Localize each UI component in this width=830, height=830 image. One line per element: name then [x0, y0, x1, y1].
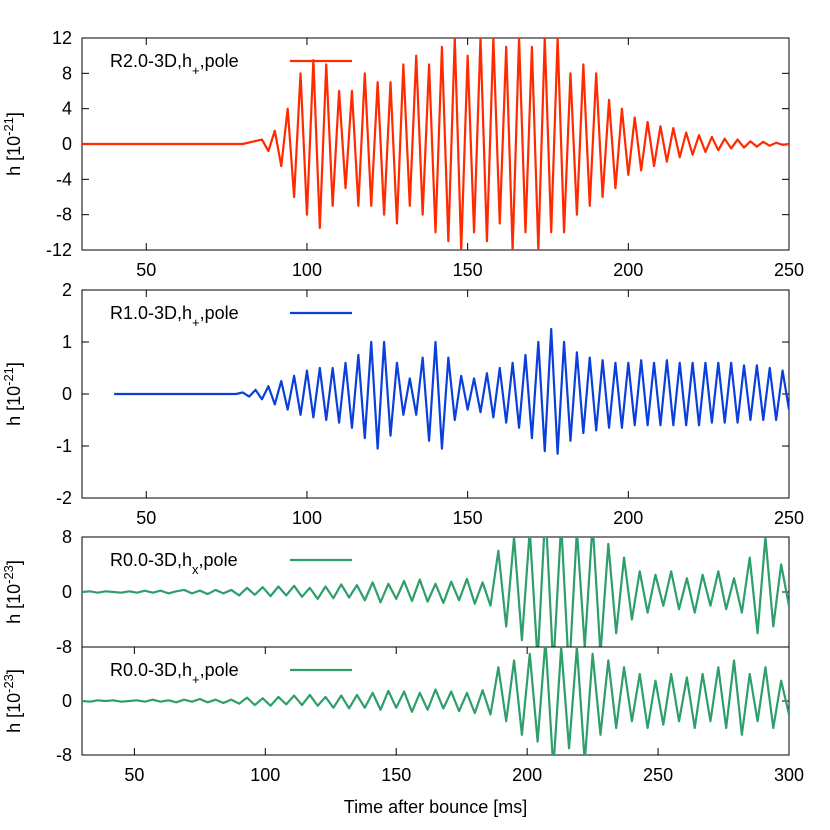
legend-text: R0.0-3D,h: [110, 660, 192, 680]
x-tick-label: 50: [124, 765, 144, 785]
x-tick-label: 100: [292, 508, 322, 528]
legend-text: ,pole: [200, 51, 239, 71]
legend-subscript: +: [192, 63, 200, 78]
y-tick-label: 8: [62, 527, 72, 547]
y-axis-label: h [10-21]: [1, 112, 25, 176]
y-tick-label: -2: [56, 488, 72, 508]
y-label-exponent: -21: [1, 367, 16, 386]
y-label-text: ]: [4, 560, 24, 565]
y-tick-label: 0: [62, 691, 72, 711]
y-label-text: ]: [4, 669, 24, 674]
legend-text: R2.0-3D,h: [110, 51, 192, 71]
x-tick-label: 250: [774, 260, 804, 280]
x-tick-label: 200: [512, 765, 542, 785]
legend-subscript: +: [192, 672, 200, 687]
legend-text: R0.0-3D,h: [110, 550, 192, 570]
x-tick-label: 150: [453, 260, 483, 280]
x-tick-label: 300: [774, 765, 804, 785]
y-label-text: h [10: [4, 584, 24, 624]
legend-subscript: x: [192, 562, 199, 577]
y-label-text: h [10: [4, 386, 24, 426]
y-tick-label: -8: [56, 637, 72, 657]
y-tick-label: 8: [62, 63, 72, 83]
legend-label: R1.0-3D,h+,pole: [110, 303, 239, 330]
x-tick-label: 250: [774, 508, 804, 528]
y-tick-label: -8: [56, 745, 72, 765]
y-axis-label: h [10-23]: [1, 560, 25, 624]
y-tick-label: 4: [62, 99, 72, 119]
y-axis-label: h [10-23]: [1, 669, 25, 733]
y-tick-label: -12: [46, 240, 72, 260]
legend-text: R1.0-3D,h: [110, 303, 192, 323]
y-tick-label: 1: [62, 332, 72, 352]
legend-text: ,pole: [200, 303, 239, 323]
x-axis-label: Time after bounce [ms]: [344, 797, 527, 817]
legend-text: ,pole: [200, 660, 239, 680]
y-tick-label: -8: [56, 205, 72, 225]
y-tick-label: 2: [62, 280, 72, 300]
legend-label: R2.0-3D,h+,pole: [110, 51, 239, 78]
y-label-exponent: -23: [1, 674, 16, 693]
x-tick-label: 150: [381, 765, 411, 785]
y-tick-label: 0: [62, 134, 72, 154]
y-label-exponent: -21: [1, 117, 16, 136]
y-label-text: h [10: [4, 693, 24, 733]
y-tick-label: -1: [56, 436, 72, 456]
x-tick-label: 200: [613, 260, 643, 280]
y-label-text: h [10: [4, 136, 24, 176]
series-line: [82, 38, 789, 250]
x-tick-label: 200: [613, 508, 643, 528]
y-tick-label: 0: [62, 384, 72, 404]
x-tick-label: 250: [643, 765, 673, 785]
x-tick-label: 100: [250, 765, 280, 785]
series-line: [114, 327, 789, 455]
y-label-text: ]: [4, 362, 24, 367]
x-tick-label: 50: [136, 260, 156, 280]
y-tick-label: 12: [52, 28, 72, 48]
y-axis-label: h [10-21]: [1, 362, 25, 426]
legend-label: R0.0-3D,h+,pole: [110, 660, 239, 687]
x-tick-label: 100: [292, 260, 322, 280]
series-line: [82, 647, 789, 755]
x-tick-label: 150: [453, 508, 483, 528]
legend-text: ,pole: [199, 550, 238, 570]
legend-subscript: +: [192, 315, 200, 330]
y-tick-label: 0: [62, 582, 72, 602]
y-label-text: ]: [4, 112, 24, 117]
legend-label: R0.0-3D,hx,pole: [110, 550, 238, 577]
x-tick-label: 50: [136, 508, 156, 528]
y-tick-label: -4: [56, 169, 72, 189]
y-label-exponent: -23: [1, 565, 16, 584]
series-line: [82, 537, 789, 647]
